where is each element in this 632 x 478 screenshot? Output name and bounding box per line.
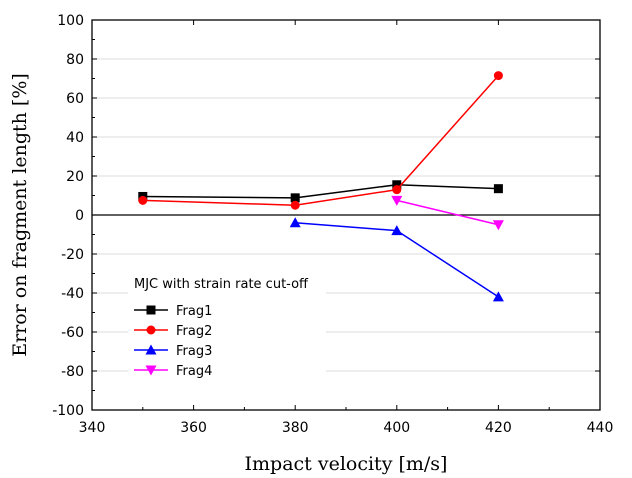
- data-point: [289, 217, 301, 228]
- series-group: [138, 71, 504, 302]
- legend-item-frag2: Frag2: [134, 324, 212, 339]
- data-point: [492, 220, 504, 231]
- legend-title: MJC with strain rate cut-off: [134, 277, 309, 292]
- legend-label: Frag2: [176, 324, 212, 339]
- series-line: [142, 75, 499, 207]
- data-point: [391, 195, 403, 206]
- legend-label: Frag3: [176, 344, 212, 359]
- data-point: [493, 71, 503, 81]
- y-axis-title: Error on fragment length [%]: [9, 73, 31, 357]
- data-point: [290, 200, 300, 210]
- series-line: [396, 199, 499, 226]
- y-tick-label: 100: [57, 13, 84, 29]
- x-axis-title: Impact velocity [m/s]: [245, 453, 448, 475]
- legend-label: Frag1: [176, 304, 212, 319]
- x-tick-label: 380: [282, 420, 309, 436]
- y-tick-label: 20: [66, 169, 84, 185]
- series-frag3: [289, 217, 504, 302]
- legend-item-frag1: Frag1: [134, 304, 212, 319]
- x-tick-label: 360: [180, 420, 207, 436]
- data-point: [492, 291, 504, 302]
- series-line: [142, 184, 499, 199]
- series-frag1: [138, 180, 503, 203]
- y-tick-label: -60: [61, 325, 84, 341]
- data-point: [290, 193, 300, 203]
- series-frag2: [138, 71, 503, 210]
- x-tick-label: 440: [587, 420, 614, 436]
- data-point: [392, 180, 402, 190]
- legend-label: Frag4: [176, 364, 212, 379]
- y-tick-label: -40: [61, 286, 84, 302]
- data-point: [138, 195, 148, 205]
- series-frag4: [391, 195, 504, 231]
- x-tick-label: 400: [383, 420, 410, 436]
- y-tick-label: 80: [66, 52, 84, 68]
- data-point: [392, 185, 402, 195]
- axes: -100 -80 -60 -40 -20 0 20 40 60 80 100 340 360 380 400…: [52, 13, 613, 436]
- legend-item-frag3: Frag3: [134, 344, 212, 359]
- x-tick-label: 420: [485, 420, 512, 436]
- legend-marker: [145, 344, 157, 355]
- legend-background: [128, 273, 326, 377]
- y-tick-label: 0: [75, 208, 84, 224]
- legend-marker: [145, 365, 157, 376]
- y-tick-label: -100: [52, 403, 84, 419]
- y-tick-label: 60: [66, 91, 84, 107]
- y-tick-label: -80: [61, 364, 84, 380]
- legend-item-frag4: Frag4: [134, 364, 212, 379]
- x-tick-label: 340: [79, 420, 106, 436]
- y-tick-label: -20: [61, 247, 84, 263]
- legend: MJC with strain rate cut-off Frag1 Frag2 F…: [128, 273, 326, 379]
- data-point: [391, 225, 403, 236]
- legend-marker: [146, 325, 156, 335]
- legend-marker: [146, 305, 156, 315]
- y-tick-label: 40: [66, 130, 84, 146]
- data-point: [493, 184, 503, 194]
